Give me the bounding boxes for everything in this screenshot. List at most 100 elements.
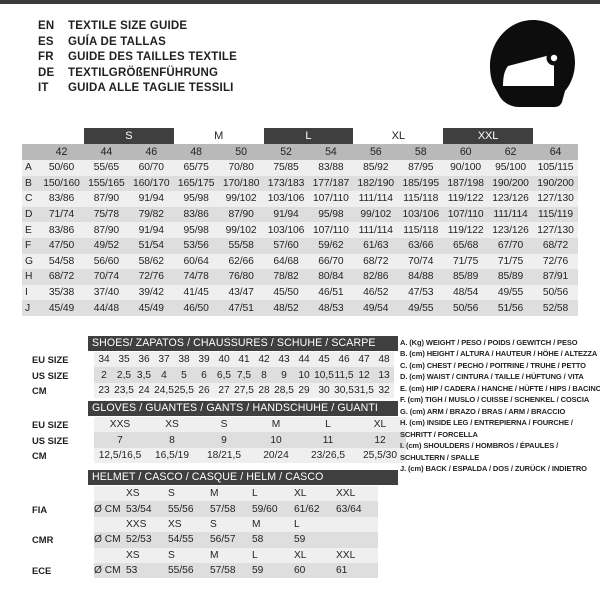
measurement-cell: 182/190 xyxy=(353,175,399,192)
table-row: CM 12,5/16,5 16,5/19 18/21,5 20/24 23/26,5 25,… xyxy=(32,447,406,464)
size-band-spacer xyxy=(22,128,39,144)
size-cell: 35 xyxy=(114,352,134,368)
size-cell: 45 xyxy=(314,352,334,368)
title-language-code: ES xyxy=(38,35,54,48)
legend-line: E. (cm) HIP / CADERA / HANCHE / HÜFTE / … xyxy=(400,383,600,393)
measurement-cell: 46/51 xyxy=(308,284,354,301)
legend-line: G. (cm) ARM / BRAZO / BRAS / ARM / BRACC… xyxy=(400,406,566,416)
legend-line: SCHRITT / FORCELLA xyxy=(400,429,478,439)
measurement-key: H xyxy=(22,269,39,285)
title-language-code: IT xyxy=(38,82,49,94)
measurement-cell: 173/183 xyxy=(263,175,309,192)
helmet-circumference-cell: 63/64 xyxy=(336,501,378,517)
shoes-section-header: SHOES/ ZAPATOS / CHAUSSURES / SCHUHE / S… xyxy=(88,336,398,351)
size-number-cell: 56 xyxy=(353,144,399,160)
measurement-cell: 87/90 xyxy=(218,206,264,223)
measurement-cell: 59/62 xyxy=(308,237,354,254)
measurement-cell: 55/58 xyxy=(218,237,264,254)
measurement-cell: 35/38 xyxy=(39,284,84,301)
measurement-cell: 61/63 xyxy=(353,237,399,254)
helmet-size-label: M xyxy=(210,547,252,563)
size-cell: 28,5 xyxy=(274,382,294,399)
measurement-key: E xyxy=(22,222,39,238)
table-row: CM 23 23,5 24 24,5 25,5 26 27 27,5 28 28,5 29 30 30,5… xyxy=(32,382,394,399)
size-number-row: 42 44 46 48 50 52 54 56 58 60 62 64 xyxy=(22,144,578,160)
measurement-cell: 87/95 xyxy=(398,160,444,176)
measurement-cell: 53/56 xyxy=(173,237,219,254)
size-cell: 7 xyxy=(94,432,146,448)
measurement-key: D xyxy=(22,206,39,223)
helmet-circumference-cell: 59 xyxy=(294,532,336,548)
measurement-cell: 49/54 xyxy=(353,300,399,316)
measurement-cell: 95/100 xyxy=(488,160,533,176)
legend-line: H. (cm) INSIDE LEG / ENTREPIERNA / FOURC… xyxy=(400,418,573,428)
measurement-cell: 60/70 xyxy=(128,160,174,176)
measurement-cell: 165/175 xyxy=(173,175,219,192)
helmet-unit-spacer xyxy=(94,516,126,533)
size-cell: 26 xyxy=(194,382,214,399)
size-cell: L xyxy=(302,417,354,433)
measurement-cell: 127/130 xyxy=(532,222,578,238)
title-row: ES GUÍA DE TALLAS xyxy=(38,36,237,52)
measurement-cell: 87/90 xyxy=(83,222,129,238)
helmet-unit-label: Ø CM xyxy=(94,562,126,579)
size-cell: 47 xyxy=(354,352,374,368)
measurement-cell: 48/53 xyxy=(308,300,354,316)
measurement-cell: 85/89 xyxy=(443,269,489,285)
size-cell: 31,5 xyxy=(354,382,374,399)
measurement-cell: 115/118 xyxy=(398,191,444,207)
helmet-size-label: XXS xyxy=(126,516,168,533)
measurement-cell: 55/65 xyxy=(83,160,129,176)
measurement-cell: 47/51 xyxy=(218,300,264,316)
measurement-cell: 50/60 xyxy=(39,160,84,176)
helmet-size-label: XL xyxy=(294,547,336,563)
measurement-cell: 177/187 xyxy=(308,175,354,192)
helmet-size-label: XXL xyxy=(336,547,378,563)
helmet-circumference-cell: 54/55 xyxy=(168,532,210,548)
helmet-unit-label: Ø CM xyxy=(94,532,126,548)
measurement-cell: 48/54 xyxy=(443,284,489,301)
row-label: US SIZE xyxy=(32,367,94,383)
measurement-cell: 150/160 xyxy=(39,175,84,192)
measurement-cell: 68/72 xyxy=(532,237,578,254)
helmet-circumference-cell: 59 xyxy=(252,562,294,579)
measurement-cell: 87/91 xyxy=(532,269,578,285)
measurement-cell: 79/82 xyxy=(128,206,174,223)
legend-line: I. (cm) SHOULDERS / HOMBROS / ÉPAULES / xyxy=(400,441,559,451)
measurement-cell: 39/42 xyxy=(128,284,174,301)
measurement-cell: 95/98 xyxy=(173,191,219,207)
measurement-cell: 46/50 xyxy=(173,300,219,316)
helmet-size-row: XS S M L XL XXL xyxy=(32,547,378,563)
gloves-table: EU SIZE XXS XS S M L XL US SIZE 7 8 9 10 11 12 CM 12,5/… xyxy=(32,417,406,464)
measurement-cell: 190/200 xyxy=(532,175,578,192)
measurement-key: F xyxy=(22,237,39,254)
helmet-size-label: XS xyxy=(126,547,168,563)
measurement-cell: 62/66 xyxy=(218,253,264,270)
measurement-cell: 115/118 xyxy=(398,222,444,238)
size-cell: 9 xyxy=(274,367,294,383)
helmet-circumference-cell: 61/62 xyxy=(294,501,336,517)
size-cell: 6 xyxy=(194,367,214,383)
size-cell: 42 xyxy=(254,352,274,368)
measurement-cell: 63/66 xyxy=(398,237,444,254)
measurement-cell: 70/74 xyxy=(83,269,129,285)
size-cell: 43 xyxy=(274,352,294,368)
row-label: EU SIZE xyxy=(32,352,94,368)
helmet-size-pad xyxy=(336,516,378,533)
measurement-cell: 45/50 xyxy=(263,284,309,301)
size-cell: 30 xyxy=(314,382,334,399)
size-cell: 27,5 xyxy=(234,382,254,399)
size-cell: 11 xyxy=(302,432,354,448)
measurement-cell: 60/64 xyxy=(173,253,219,270)
measurement-cell: 187/198 xyxy=(443,175,489,192)
title-text: TEXTILGRÖßENFÜHRUNG xyxy=(68,66,219,79)
measurement-cell: 48/52 xyxy=(263,300,309,316)
measurement-key: C xyxy=(22,191,39,207)
measurement-cell: 190/200 xyxy=(488,175,533,192)
measurement-cell: 50/56 xyxy=(532,284,578,301)
size-cell: 20/24 xyxy=(250,447,302,464)
helmet-standard-spacer xyxy=(32,486,94,502)
size-cell: 6,5 xyxy=(214,367,234,383)
table-row: A 50/60 55/65 60/70 65/75 70/80 75/85 83/88 85/9… xyxy=(22,160,578,176)
helmet-size-label: XL xyxy=(294,486,336,502)
